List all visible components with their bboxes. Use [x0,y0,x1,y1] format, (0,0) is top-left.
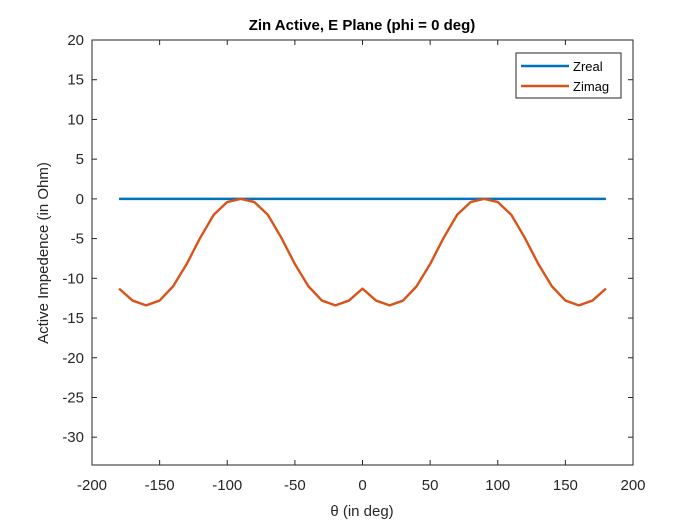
x-tick-label: 50 [422,477,439,494]
legend-box [515,52,622,99]
y-tick-label: -5 [71,231,84,248]
x-axis-label: θ (in deg) [330,503,393,520]
y-tick-label: 5 [76,151,84,168]
x-tick-label: -200 [77,477,107,494]
axes-layer: -200 -150 -100 -50 0 50 100 150 20020151050-5-10… [62,32,645,494]
y-tick-label: -25 [62,389,84,406]
x-tick-label: -150 [145,477,175,494]
series-layer [118,197,607,307]
y-tick-label: 20 [67,32,84,49]
x-tick-label: 100 [485,477,510,494]
chart-title: Zin Active, E Plane (phi = 0 deg) [249,17,476,34]
y-tick-label: 15 [67,72,84,89]
x-tick-label: 0 [358,477,366,494]
plot-area [92,40,633,465]
legend-label: Zreal [573,59,603,74]
x-tick-label: -100 [212,477,242,494]
y-tick-label: -10 [62,270,84,287]
x-tick-label: 200 [620,477,645,494]
y-tick-label: -20 [62,350,84,367]
series-line-zimag [118,197,607,307]
y-tick-label: -30 [62,429,84,446]
x-tick-label: 150 [553,477,578,494]
legend-label: Zimag [573,79,609,94]
y-tick-label: 10 [67,111,84,128]
y-tick-label: -15 [62,310,84,327]
x-tick-label: -50 [284,477,306,494]
legend: Zreal Zimag [515,52,622,99]
y-tick-label: 0 [76,191,84,208]
y-axis-label: Active Impedence (in Ohm) [35,162,52,344]
